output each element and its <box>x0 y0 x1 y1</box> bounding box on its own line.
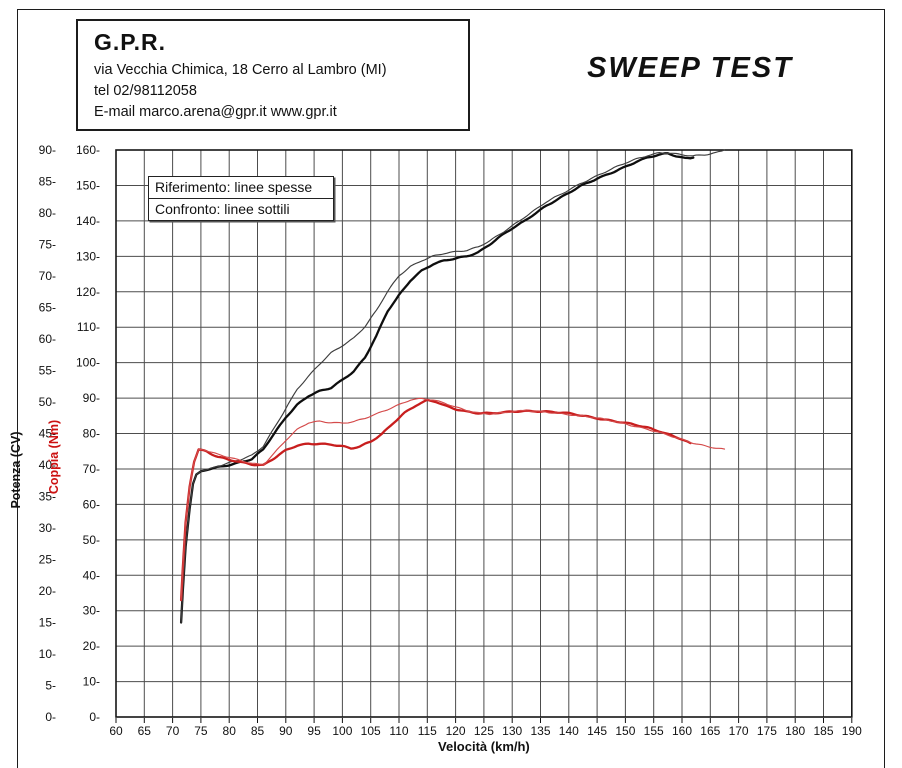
svg-text:110: 110 <box>389 724 408 738</box>
svg-text:170: 170 <box>729 724 749 738</box>
svg-text:20-: 20- <box>39 584 56 598</box>
series-0 <box>179 152 695 624</box>
svg-text:35-: 35- <box>39 490 56 504</box>
svg-text:80-: 80- <box>83 427 100 441</box>
svg-text:60-: 60- <box>83 497 100 511</box>
torque-axis-title: Coppia (Nm) <box>47 420 61 494</box>
svg-text:140-: 140- <box>76 214 100 228</box>
address-line: via Vecchia Chimica, 18 Cerro al Lambro … <box>94 62 387 78</box>
svg-text:185: 185 <box>813 724 833 738</box>
svg-text:85: 85 <box>251 724 265 738</box>
svg-text:75: 75 <box>194 724 208 738</box>
svg-text:135: 135 <box>530 724 550 738</box>
svg-text:80-: 80- <box>39 206 56 220</box>
svg-text:40-: 40- <box>83 568 100 582</box>
svg-text:90-: 90- <box>83 391 100 405</box>
svg-text:25-: 25- <box>39 553 56 567</box>
svg-text:20-: 20- <box>83 639 100 653</box>
x-axis-title: Velocità (km/h) <box>438 739 530 754</box>
svg-text:0-: 0- <box>89 710 100 724</box>
svg-text:85-: 85- <box>39 175 56 189</box>
svg-text:155: 155 <box>644 724 664 738</box>
power-axis-title: Potenza (CV) <box>9 431 23 508</box>
x-axis-ticks: 60 65 70 75 80 85 90 95 100 105 110 115 120 125 130 135… <box>109 718 862 738</box>
legend-reference-row: Riferimento: linee spesse <box>148 176 334 199</box>
grid <box>115 149 853 718</box>
svg-text:190: 190 <box>842 724 862 738</box>
phone-line: tel 02/98112058 <box>94 83 197 99</box>
svg-text:125: 125 <box>474 724 494 738</box>
svg-text:120-: 120- <box>76 285 100 299</box>
svg-text:70-: 70- <box>83 462 100 476</box>
header-box: G.P.R. via Vecchia Chimica, 18 Cerro al … <box>76 19 470 131</box>
company-name: G.P.R. <box>94 29 167 55</box>
svg-text:90: 90 <box>279 724 293 738</box>
svg-text:30-: 30- <box>39 521 56 535</box>
svg-text:145: 145 <box>587 724 607 738</box>
svg-text:90-: 90- <box>39 143 56 157</box>
svg-text:50-: 50- <box>83 533 100 547</box>
svg-text:10-: 10- <box>83 675 100 689</box>
svg-text:160: 160 <box>672 724 692 738</box>
svg-text:95: 95 <box>307 724 321 738</box>
svg-text:10-: 10- <box>39 647 56 661</box>
svg-text:45-: 45- <box>39 427 56 441</box>
report-frame <box>17 9 885 768</box>
svg-text:110-: 110- <box>77 320 100 334</box>
series-1 <box>180 149 726 624</box>
plot-border <box>115 149 853 718</box>
svg-text:0-: 0- <box>45 710 56 724</box>
power-axis-ticks: 0- 5- 10- 15- 20- 25- 30- 35- 40- 45- 50- 55- 60- 65-… <box>39 143 56 724</box>
svg-text:30-: 30- <box>83 604 100 618</box>
svg-text:5-: 5- <box>45 679 56 693</box>
email-line: E-mail marco.arena@gpr.it www.gpr.it <box>94 104 337 120</box>
svg-text:130-: 130- <box>76 249 100 263</box>
svg-text:50-: 50- <box>39 395 56 409</box>
svg-text:150-: 150- <box>76 178 100 192</box>
svg-text:100-: 100- <box>76 356 100 370</box>
series-3 <box>180 397 726 601</box>
svg-text:55-: 55- <box>39 364 56 378</box>
torque-axis-ticks: 0- 10- 20- 30- 40- 50- 60- 70- 80- 90- 100- 110- 120… <box>76 143 100 724</box>
svg-text:160-: 160- <box>76 143 100 157</box>
svg-text:70-: 70- <box>39 269 56 283</box>
svg-text:150: 150 <box>615 724 635 738</box>
svg-text:60-: 60- <box>39 332 56 346</box>
svg-text:75-: 75- <box>39 238 56 252</box>
svg-text:175: 175 <box>757 724 777 738</box>
page-title: SWEEP TEST <box>587 52 793 84</box>
svg-text:70: 70 <box>166 724 180 738</box>
svg-text:180: 180 <box>785 724 805 738</box>
svg-text:105: 105 <box>361 724 381 738</box>
svg-text:120: 120 <box>446 724 466 738</box>
legend: Riferimento: linee spesse Confronto: lin… <box>148 176 334 221</box>
svg-text:15-: 15- <box>39 616 56 630</box>
legend-comparison-row: Confronto: linee sottili <box>148 198 334 221</box>
svg-text:80: 80 <box>223 724 237 738</box>
svg-text:65: 65 <box>138 724 152 738</box>
svg-text:140: 140 <box>559 724 579 738</box>
svg-text:130: 130 <box>502 724 522 738</box>
svg-text:115: 115 <box>418 724 437 738</box>
svg-text:100: 100 <box>332 724 352 738</box>
svg-text:60: 60 <box>109 724 123 738</box>
svg-text:65-: 65- <box>39 301 56 315</box>
svg-text:165: 165 <box>700 724 720 738</box>
svg-text:40-: 40- <box>39 458 56 472</box>
